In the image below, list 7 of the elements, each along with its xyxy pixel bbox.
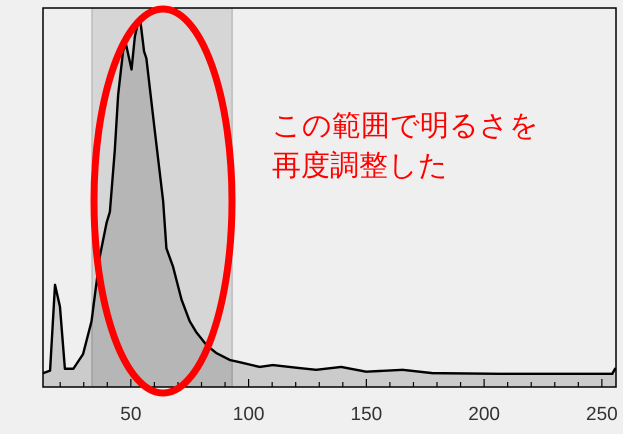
x-tick-label: 150	[350, 404, 382, 425]
x-tick-label: 250	[586, 404, 618, 425]
x-tick-label: 50	[120, 404, 142, 425]
x-tick-label: 100	[232, 404, 264, 425]
annotation: この範囲で明るさを	[272, 108, 539, 142]
annotation: 再度調整した	[272, 148, 448, 182]
x-tick-label: 200	[468, 404, 500, 425]
